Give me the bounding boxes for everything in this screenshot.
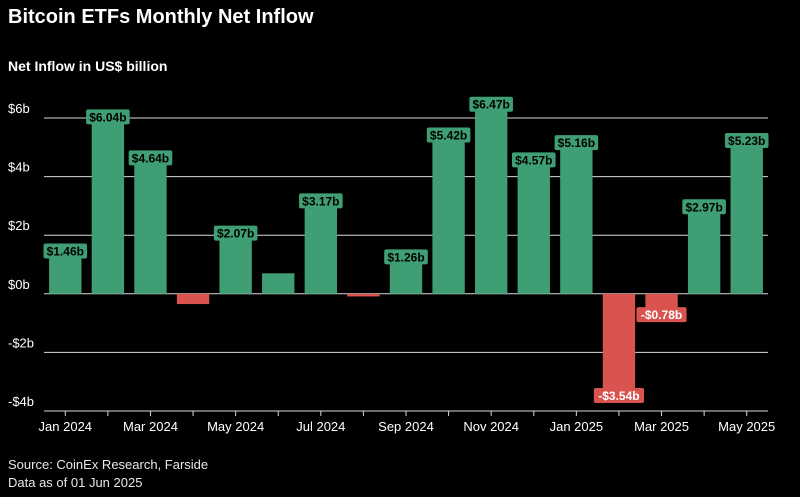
data-label-bg — [554, 135, 599, 151]
y-axis-title: Net Inflow in US$ billion — [8, 58, 168, 74]
data-label: -$3.54b — [598, 389, 639, 403]
x-tick-label: Jul 2024 — [296, 419, 345, 434]
x-tick-label: Jan 2024 — [39, 419, 93, 434]
bar — [91, 116, 125, 294]
x-tick-label: May 2024 — [207, 419, 264, 434]
data-label: $4.57b — [515, 153, 552, 167]
data-label: $6.47b — [472, 98, 509, 112]
footer: Source: CoinEx Research, Farside Data as… — [8, 456, 208, 492]
bar — [134, 157, 167, 294]
data-label: $1.46b — [47, 245, 84, 259]
data-label-bg — [128, 150, 173, 166]
x-tick-label: Jan 2025 — [550, 419, 604, 434]
bar — [517, 159, 550, 294]
y-tick-label: $4b — [8, 160, 30, 175]
bar — [262, 273, 295, 294]
data-label-bg — [682, 199, 726, 215]
y-tick-label: -$2b — [8, 335, 34, 350]
data-label: $1.26b — [387, 250, 424, 264]
data-label: $5.23b — [728, 134, 765, 148]
data-label-bg — [469, 96, 513, 112]
y-tick-label: $6b — [8, 101, 30, 116]
source-note: Source: CoinEx Research, Farside — [8, 457, 209, 472]
data-label-bg — [426, 127, 471, 143]
y-tick-label: $2b — [8, 218, 30, 233]
data-label-bg — [213, 225, 258, 241]
bar — [176, 293, 210, 305]
y-tick-label: $0b — [8, 277, 30, 292]
bar — [219, 233, 252, 294]
data-label: $2.07b — [217, 227, 254, 241]
data-label: $6.04b — [89, 110, 126, 124]
data-label-bg — [511, 152, 556, 168]
bar — [474, 104, 508, 294]
y-tick-label: -$4b — [8, 394, 34, 409]
data-date-note: Data as of 01 Jun 2025 — [8, 475, 143, 490]
data-label: $5.16b — [558, 136, 595, 150]
data-label-bg — [43, 243, 88, 259]
data-label-bg — [724, 133, 769, 149]
data-label: $3.17b — [302, 194, 339, 208]
chart-title: Bitcoin ETFs Monthly Net Inflow — [8, 6, 314, 28]
bar — [304, 200, 338, 294]
x-tick-label: Mar 2025 — [634, 419, 689, 434]
bar — [560, 142, 593, 294]
bar — [432, 134, 465, 294]
x-tick-label: Mar 2024 — [123, 419, 178, 434]
data-label: $4.64b — [132, 151, 169, 165]
data-label-bg — [384, 249, 428, 265]
x-tick-label: May 2025 — [718, 419, 775, 434]
data-label: -$0.78b — [641, 308, 682, 322]
x-tick-label: Sep 2024 — [378, 419, 434, 434]
bar — [347, 293, 380, 297]
bar — [687, 206, 721, 294]
data-label-bg — [636, 307, 687, 323]
bar — [730, 140, 763, 294]
data-label: $2.97b — [685, 200, 722, 214]
data-label-bg — [86, 109, 130, 125]
data-label: $5.42b — [430, 128, 467, 142]
data-label-bg — [593, 388, 645, 404]
bar — [602, 293, 636, 398]
data-label-bg — [299, 193, 343, 209]
x-tick-label: Nov 2024 — [463, 419, 519, 434]
